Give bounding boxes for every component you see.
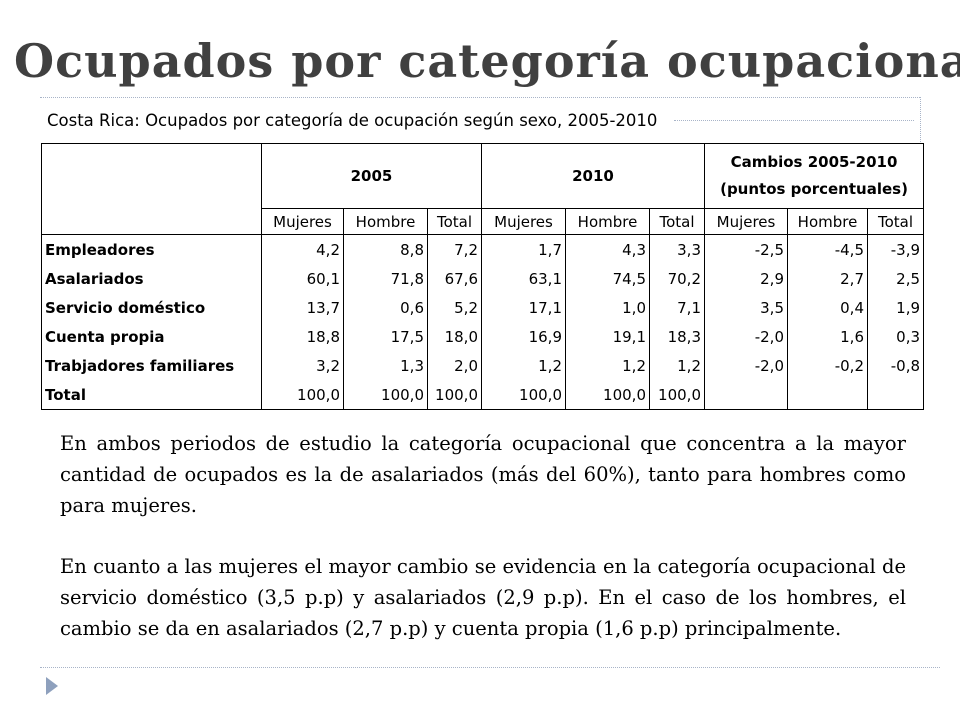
caption-divider bbox=[674, 120, 914, 121]
subheader-cell: Hombre bbox=[787, 208, 868, 235]
group-header-2010: 2010 bbox=[481, 143, 705, 209]
row-label: Trabjadores familiares bbox=[41, 351, 262, 380]
table-cell: 2,5 bbox=[867, 264, 925, 293]
subheader-cell: Mujeres bbox=[481, 208, 566, 235]
table-row-total: Total 100,0 100,0 100,0 100,0 100,0 100,… bbox=[41, 380, 925, 410]
subheader-cell: Total bbox=[649, 208, 705, 235]
table-cell: 100,0 bbox=[427, 380, 482, 410]
subheader-cell: Mujeres bbox=[261, 208, 344, 235]
table-cell bbox=[867, 380, 925, 410]
table-row: Servicio doméstico 13,7 0,6 5,2 17,1 1,0… bbox=[41, 293, 925, 322]
row-label: Asalariados bbox=[41, 264, 262, 293]
table-cell: 8,8 bbox=[343, 234, 428, 264]
table-cell: -0,8 bbox=[867, 351, 925, 380]
table-cell: 16,9 bbox=[481, 322, 566, 351]
table-cell: 2,7 bbox=[787, 264, 868, 293]
table-cell: 71,8 bbox=[343, 264, 428, 293]
table-cell: 1,7 bbox=[481, 234, 566, 264]
table-cell: 0,3 bbox=[867, 322, 925, 351]
table-cell: -3,9 bbox=[867, 234, 925, 264]
table-cell: 100,0 bbox=[565, 380, 650, 410]
row-label: Cuenta propia bbox=[41, 322, 262, 351]
table-cell: 3,5 bbox=[704, 293, 788, 322]
table-cell: 1,3 bbox=[343, 351, 428, 380]
subheader-row: Mujeres Hombre Total Mujeres Hombre Tota… bbox=[42, 208, 925, 235]
group-header-2005: 2005 bbox=[261, 143, 482, 209]
analysis-paragraph-2: En cuanto a las mujeres el mayor cambio … bbox=[60, 555, 906, 640]
table-cell: 70,2 bbox=[649, 264, 705, 293]
table-row: Cuenta propia 18,8 17,5 18,0 16,9 19,1 1… bbox=[41, 322, 925, 351]
frame-bottom-divider bbox=[40, 667, 940, 668]
table-cell: 1,2 bbox=[481, 351, 566, 380]
table-cell: 100,0 bbox=[343, 380, 428, 410]
table-cell: 3,3 bbox=[649, 234, 705, 264]
frame-right-divider bbox=[920, 97, 921, 142]
table-cell: 17,1 bbox=[481, 293, 566, 322]
table-cell: 17,5 bbox=[343, 322, 428, 351]
frame-top-divider bbox=[40, 97, 920, 98]
table-cell: 4,2 bbox=[261, 234, 344, 264]
table-cell: 0,4 bbox=[787, 293, 868, 322]
table-cell: 7,1 bbox=[649, 293, 705, 322]
table-cell: 19,1 bbox=[565, 322, 650, 351]
table-cell bbox=[704, 380, 788, 410]
table-cell: 18,0 bbox=[427, 322, 482, 351]
table-cell: 1,0 bbox=[565, 293, 650, 322]
table-cell: 18,8 bbox=[261, 322, 344, 351]
table-cell bbox=[787, 380, 868, 410]
table-row: Trabjadores familiares 3,2 1,3 2,0 1,2 1… bbox=[41, 351, 925, 380]
table-row: Asalariados 60,1 71,8 67,6 63,1 74,5 70,… bbox=[41, 264, 925, 293]
subheader-cell: Total bbox=[866, 208, 925, 235]
table-cell: 0,6 bbox=[343, 293, 428, 322]
analysis-paragraph-1: En ambos periodos de estudio la categorí… bbox=[60, 432, 906, 517]
group-header-changes: Cambios 2005-2010 (puntos porcentuales) bbox=[703, 143, 925, 209]
header-corner bbox=[41, 143, 262, 235]
table-cell: -2,5 bbox=[704, 234, 788, 264]
row-label: Empleadores bbox=[41, 234, 262, 264]
group-header-row: 2005 2010 Cambios 2005-2010 (puntos porc… bbox=[41, 143, 925, 235]
table-cell: 63,1 bbox=[481, 264, 566, 293]
table-cell: 100,0 bbox=[649, 380, 705, 410]
table-cell: -0,2 bbox=[787, 351, 868, 380]
table-cell: 1,6 bbox=[787, 322, 868, 351]
table-cell: 67,6 bbox=[427, 264, 482, 293]
table-caption: Costa Rica: Ocupados por categoría de oc… bbox=[47, 111, 658, 130]
occupation-table: 2005 2010 Cambios 2005-2010 (puntos porc… bbox=[41, 143, 925, 410]
table-cell: 18,3 bbox=[649, 322, 705, 351]
table-cell: 60,1 bbox=[261, 264, 344, 293]
table-cell: 1,2 bbox=[565, 351, 650, 380]
subheader-cell: Hombre bbox=[343, 208, 428, 235]
changes-header-line1: Cambios 2005-2010 bbox=[730, 153, 898, 171]
table-cell: 2,9 bbox=[704, 264, 788, 293]
slide-title: Ocupados por categoría ocupacional bbox=[14, 34, 960, 88]
table-cell: -2,0 bbox=[704, 322, 788, 351]
table-cell: 74,5 bbox=[565, 264, 650, 293]
table-cell: 13,7 bbox=[261, 293, 344, 322]
row-label: Servicio doméstico bbox=[41, 293, 262, 322]
table-cell: -4,5 bbox=[787, 234, 868, 264]
row-label: Total bbox=[41, 380, 262, 410]
table-cell: 4,3 bbox=[565, 234, 650, 264]
table-cell: 1,9 bbox=[867, 293, 925, 322]
triangle-bullet-icon bbox=[46, 677, 58, 695]
table-cell: 100,0 bbox=[261, 380, 344, 410]
table-cell: 100,0 bbox=[481, 380, 566, 410]
subheader-cell: Mujeres bbox=[704, 208, 788, 235]
table-cell: 3,2 bbox=[261, 351, 344, 380]
table-cell: 5,2 bbox=[427, 293, 482, 322]
table-cell: 1,2 bbox=[649, 351, 705, 380]
subheader-cell: Total bbox=[427, 208, 482, 235]
table-cell: 2,0 bbox=[427, 351, 482, 380]
changes-header-line2: (puntos porcentuales) bbox=[720, 180, 908, 198]
table-row: Empleadores 4,2 8,8 7,2 1,7 4,3 3,3 -2,5… bbox=[41, 234, 925, 264]
subheader-cell: Hombre bbox=[565, 208, 650, 235]
table-cell: -2,0 bbox=[704, 351, 788, 380]
table-cell: 7,2 bbox=[427, 234, 482, 264]
